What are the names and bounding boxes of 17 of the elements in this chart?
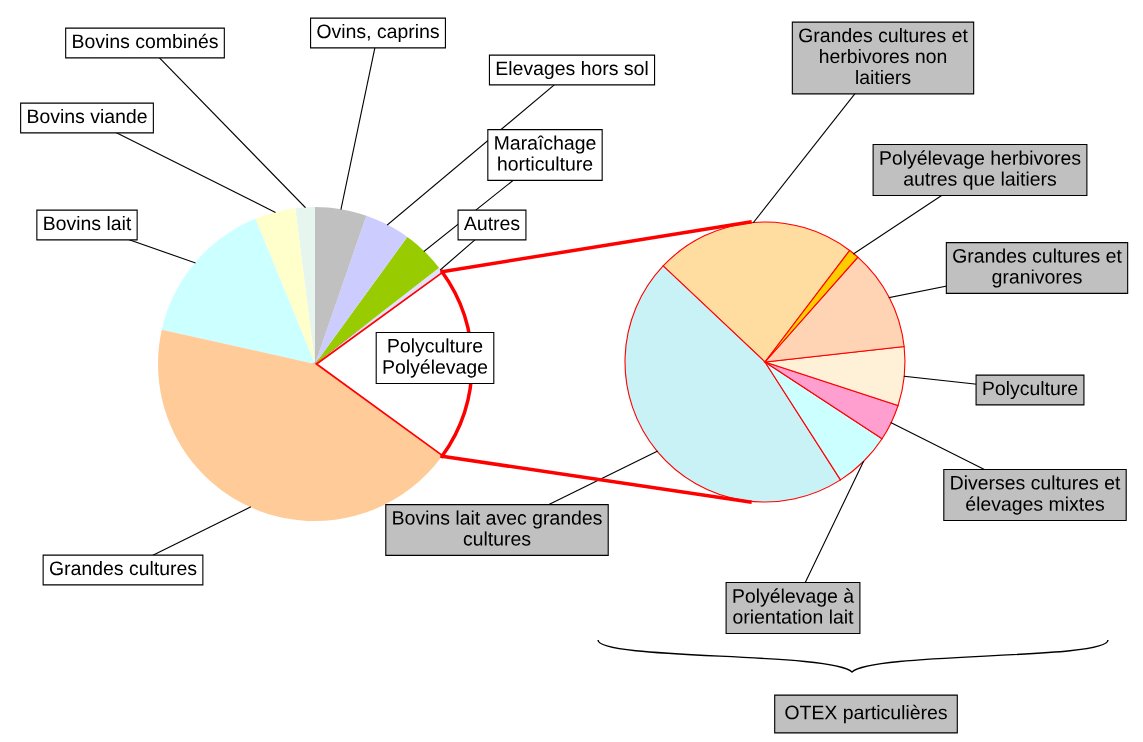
slice-label: Polyélevage herbivores autres que laitiers bbox=[880, 150, 1081, 190]
slice-label: Bovins viande bbox=[28, 108, 147, 124]
slice-label: Maraîchage horticulture bbox=[495, 135, 596, 171]
slice-label: Grandes cultures et granivores bbox=[953, 248, 1122, 288]
slice-label: Bovins combinés bbox=[73, 33, 218, 49]
slice-label: Ovins, caprins bbox=[317, 23, 439, 43]
slice-label: Autres bbox=[463, 216, 520, 231]
slice-label: Bovins lait avec grandes cultures bbox=[393, 510, 602, 546]
slice-label: Grandes cultures bbox=[49, 560, 197, 576]
slice-label: Elevages hors sol bbox=[496, 60, 648, 80]
slice-label: Polyélevage à orientation lait bbox=[733, 588, 855, 624]
slice-label: Grandes cultures et herbivores non laitiers bbox=[799, 27, 968, 85]
slice-label: Polyculture bbox=[983, 380, 1078, 400]
slice-label: Polyculture Polyélevage bbox=[383, 338, 488, 378]
slice-label: Bovins lait bbox=[44, 215, 132, 231]
slice-label: Diverses cultures et élevages mixtes bbox=[951, 475, 1121, 515]
text: OTEX particulières bbox=[785, 704, 947, 724]
